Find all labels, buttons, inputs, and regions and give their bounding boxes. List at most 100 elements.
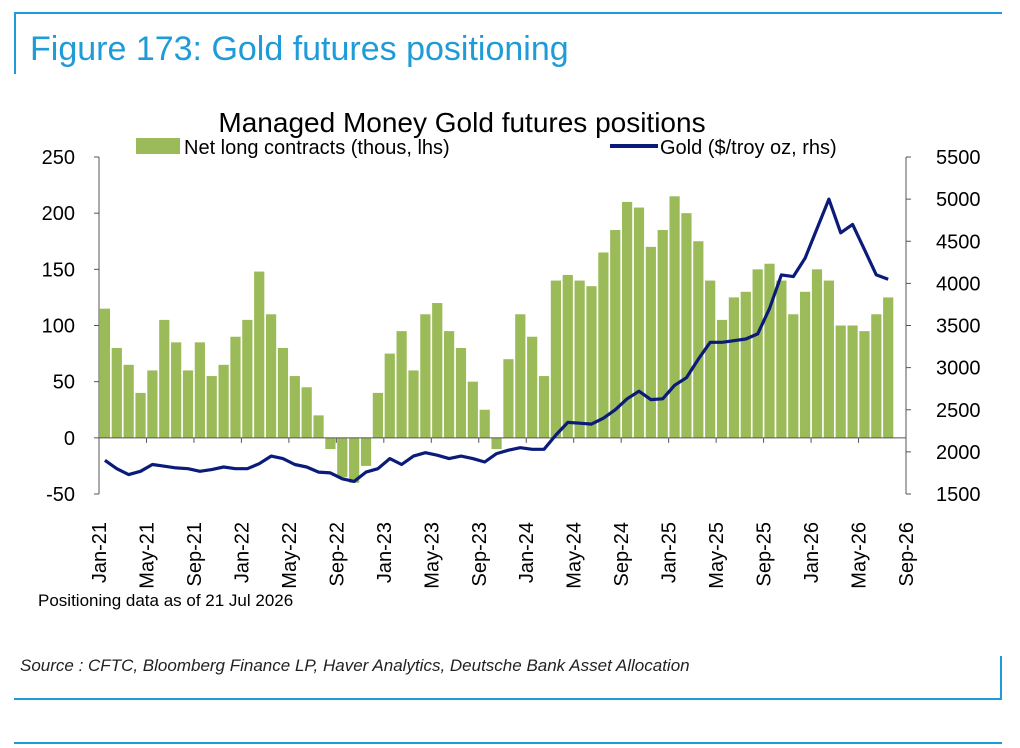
x-tick-label: Sep-21 (184, 522, 206, 587)
y-left-tick-label: 50 (53, 372, 75, 394)
bar-2025-03 (693, 241, 704, 438)
x-tick-label: Jan-24 (516, 522, 538, 583)
bar-2022-08 (325, 437, 336, 450)
bar-2024-10 (633, 207, 645, 438)
chart-svg: Managed Money Gold futures positions Net… (38, 107, 981, 610)
bar-2025-08 (752, 269, 763, 438)
x-tick-label: May-25 (706, 522, 728, 589)
bar-2021-03 (123, 364, 134, 438)
bar-2024-07 (598, 252, 609, 438)
y-right-tick-label: 4500 (936, 231, 981, 253)
bar-2024-04 (562, 274, 573, 438)
bar-2021-11 (218, 364, 229, 438)
chart-note: Positioning data as of 21 Jul 2026 (38, 591, 293, 610)
bar-2022-12 (372, 392, 383, 438)
axes: -50 0 50 100 150 200 250 1500 2000 2500 3000 3500 40… (42, 147, 981, 589)
y-right-tick-label: 2500 (936, 400, 981, 422)
bar-2025-07 (740, 291, 751, 438)
figure-title: Figure 173: Gold futures positioning (30, 30, 569, 68)
bar-2024-05 (574, 280, 585, 438)
bar-2022-04 (277, 347, 289, 438)
bar-2022-01 (242, 319, 253, 438)
y-left-tick-label: 100 (42, 316, 75, 338)
x-tick-label: Jan-23 (374, 522, 396, 583)
bar-2025-01 (669, 196, 680, 438)
x-tick-label: Sep-23 (469, 522, 491, 587)
y-right-tick-label: 5500 (936, 147, 981, 169)
bar-2023-08 (467, 381, 478, 438)
x-tick-label: May-24 (564, 522, 586, 589)
x-tick-label: Sep-25 (754, 522, 776, 587)
y-right-tick-label: 5000 (936, 189, 981, 211)
x-tick-label: Sep-26 (896, 522, 918, 587)
bar-2023-02 (396, 331, 407, 438)
bar-2024-08 (610, 230, 621, 438)
bar-2021-01 (99, 308, 111, 438)
bar-2021-09 (194, 342, 205, 438)
bar-2023-07 (455, 347, 467, 438)
bar-2025-02 (681, 213, 692, 438)
x-tick-label: Sep-24 (611, 522, 633, 587)
x-tick-label: Jan-21 (89, 522, 111, 583)
bar-2026-03 (835, 325, 846, 438)
y-right-tick-label: 3500 (936, 316, 981, 338)
top-rule (14, 12, 1002, 14)
bar-2024-06 (586, 286, 597, 438)
bar-2021-12 (230, 336, 241, 438)
y-left-tick-label: 150 (42, 259, 75, 281)
bar-2022-07 (313, 415, 324, 438)
x-tick-label: May-21 (136, 522, 158, 589)
x-tick-label: Jan-25 (659, 522, 681, 583)
bar-2022-03 (265, 314, 277, 438)
bar-2021-08 (182, 370, 194, 438)
bar-2022-02 (254, 271, 265, 438)
bar-2025-06 (728, 297, 740, 438)
bar-2023-06 (443, 331, 455, 438)
legend-bar-label: Net long contracts (thous, lhs) (184, 137, 450, 159)
bar-2022-09 (337, 437, 348, 478)
bar-2024-09 (622, 201, 633, 438)
line-series (103, 197, 889, 483)
bar-2026-06 (871, 314, 882, 438)
y-left-tick-label: 250 (42, 147, 75, 169)
right-rule (1000, 656, 1002, 700)
chart-title: Managed Money Gold futures positions (218, 107, 705, 138)
bar-2024-12 (657, 230, 668, 438)
bar-2025-11 (788, 314, 799, 438)
footer-rule (14, 742, 1002, 744)
bar-2021-02 (111, 347, 122, 438)
x-tick-label: Jan-22 (231, 522, 253, 583)
bar-2024-01 (527, 336, 538, 438)
bottom-rule (14, 698, 1002, 700)
bar-2026-07 (883, 297, 894, 438)
bar-2026-02 (823, 280, 834, 438)
bar-2024-02 (538, 376, 550, 438)
bar-2023-03 (408, 370, 419, 438)
bar-2021-06 (159, 319, 170, 438)
bar-2023-01 (384, 353, 395, 438)
source-note: Source : CFTC, Bloomberg Finance LP, Hav… (20, 656, 690, 675)
bar-2026-04 (847, 325, 858, 438)
bar-2023-04 (420, 314, 431, 438)
bar-2022-11 (360, 437, 372, 466)
bar-series (99, 196, 894, 483)
bar-2021-07 (171, 342, 182, 438)
bar-2026-01 (811, 269, 823, 438)
left-rule (14, 12, 16, 74)
gold-price-line (103, 197, 889, 483)
bar-2025-05 (716, 319, 728, 438)
bar-2024-11 (645, 246, 656, 438)
y-right-tick-label: 2000 (936, 442, 981, 464)
bar-2025-10 (776, 280, 787, 438)
y-right-tick-label: 4000 (936, 273, 981, 295)
bar-2023-09 (479, 409, 490, 438)
bar-2024-03 (550, 280, 562, 438)
bar-2021-10 (206, 376, 217, 438)
x-tick-label: Sep-22 (326, 522, 348, 587)
bar-2023-11 (503, 359, 514, 438)
x-tick-label: May-23 (421, 522, 443, 589)
bar-2022-06 (301, 387, 312, 438)
bar-2025-09 (764, 263, 775, 438)
y-right-tick-label: 1500 (936, 484, 981, 506)
x-tick-label: May-22 (279, 522, 301, 589)
